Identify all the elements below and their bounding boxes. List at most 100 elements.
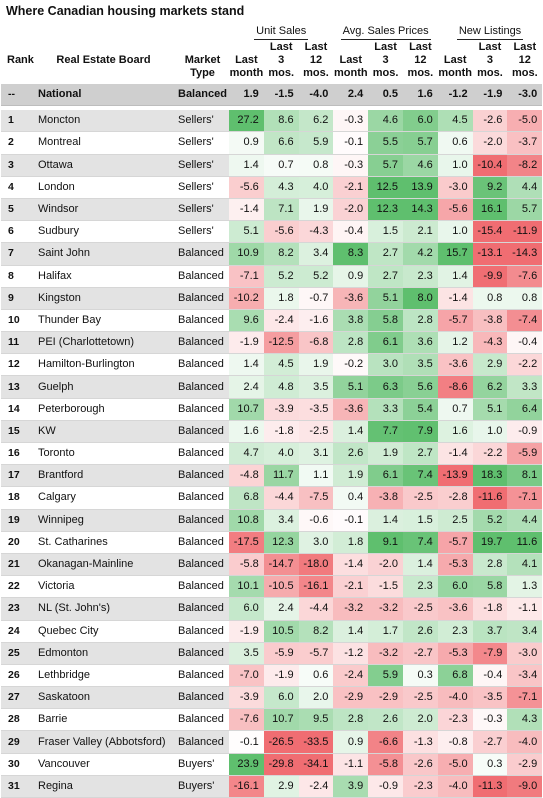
value-cell: 4.5 (263, 353, 299, 377)
value-cell: 15.7 (437, 242, 473, 266)
value-cell: 14.3 (402, 198, 438, 222)
table-row: 4 London Sellers' -5.6 4.3 4.0 -2.1 12.5 13.9 -3.… (1, 176, 543, 199)
board-name-cell: Quebec City (31, 620, 176, 643)
market-type-cell: Sellers' (176, 198, 229, 222)
value-cell: -9.0 (507, 775, 543, 798)
value-cell: -0.7 (298, 287, 334, 310)
table-row: 19 Winnipeg Balanced 10.8 3.4 -0.6 -0.1 1.4 1.5 2… (1, 509, 543, 532)
value-cell: 1.1 (298, 464, 334, 488)
value-cell: -1.5 (263, 84, 299, 107)
value-cell: -3.6 (333, 398, 369, 421)
value-cell: 1.4 (437, 265, 473, 288)
value-cell: 1.8 (263, 287, 299, 310)
market-type-cell: Balanced (176, 398, 229, 421)
value-cell: 0.6 (437, 131, 473, 155)
board-name-cell: Peterborough (31, 398, 176, 421)
page-title: Where Canadian housing markets stand (6, 4, 245, 18)
value-cell: 5.1 (368, 287, 403, 310)
value-cell: -3.0 (437, 176, 473, 199)
value-cell: 1.9 (333, 464, 369, 488)
value-cell: -17.5 (229, 531, 264, 554)
market-type-cell: Balanced (176, 642, 229, 665)
column-header-last-12-mos: Last 12 mos. (303, 41, 329, 79)
value-cell: 2.7 (402, 442, 438, 466)
column-header-last-3-mos: Last 3 mos. (477, 41, 503, 79)
value-cell: -5.7 (298, 642, 334, 665)
value-cell: -3.0 (507, 642, 543, 665)
value-cell: 10.5 (263, 620, 299, 643)
value-cell: -1.4 (437, 442, 473, 466)
value-cell: 1.9 (368, 442, 403, 466)
value-cell: -1.9 (472, 84, 508, 107)
value-cell: 4.0 (263, 442, 299, 466)
value-cell: 2.4 (263, 597, 299, 621)
value-cell: 1.9 (298, 198, 334, 222)
rank-cell: 19 (1, 509, 31, 532)
value-cell: 18.3 (472, 464, 508, 488)
value-cell: -29.8 (263, 753, 299, 776)
value-cell: -3.6 (333, 287, 369, 310)
value-cell: 3.8 (333, 309, 369, 333)
market-type-cell: Balanced (176, 375, 229, 399)
value-cell: 1.4 (402, 553, 438, 577)
value-cell: 5.7 (402, 131, 438, 155)
value-cell: -0.4 (472, 664, 508, 688)
value-cell: -3.0 (507, 84, 543, 107)
value-cell: 8.2 (263, 242, 299, 266)
value-cell: -3.5 (298, 398, 334, 421)
value-cell: 2.9 (263, 775, 299, 798)
column-header-last-12-mos: Last 12 mos. (407, 41, 434, 79)
value-cell: -7.6 (507, 265, 543, 288)
column-header-last-3-mos: Last 3 mos. (268, 41, 295, 79)
market-type-cell: Buyers' (176, 775, 229, 798)
value-cell: 2.0 (402, 708, 438, 732)
value-cell: 0.7 (437, 398, 473, 421)
value-cell: 13.9 (402, 176, 438, 199)
table-row: 28 Barrie Balanced -7.6 10.7 9.5 2.8 2.6 2.0 -2.3… (1, 708, 543, 732)
board-name-cell: Vancouver (31, 753, 176, 776)
column-header-last-12-mos: Last 12 mos. (511, 41, 538, 79)
table-row: 29 Fraser Valley (Abbotsford) Balanced -0.1… (1, 730, 543, 754)
rank-cell: 17 (1, 464, 31, 488)
rank-cell: 5 (1, 198, 31, 222)
value-cell: -0.1 (333, 509, 369, 532)
value-cell: -0.6 (298, 509, 334, 532)
value-cell: -5.9 (263, 642, 299, 665)
value-cell: 8.1 (507, 464, 543, 488)
value-cell: 1.6 (229, 420, 264, 444)
value-cell: -1.8 (472, 597, 508, 621)
column-header-last-month: Last month (438, 54, 472, 79)
value-cell: 6.0 (263, 686, 299, 710)
value-cell: -0.2 (333, 353, 369, 377)
value-cell: -1.6 (298, 309, 334, 333)
table-row: 31 Regina Buyers' -16.1 2.9 -2.4 3.9 -0.9 -2.3 -4… (1, 775, 543, 798)
value-cell: 3.4 (507, 620, 543, 643)
value-cell: 1.0 (437, 220, 473, 244)
value-cell: -3.7 (507, 131, 543, 155)
market-type-cell: Balanced (176, 265, 229, 288)
value-cell: 1.6 (437, 420, 473, 444)
value-cell: 12.3 (368, 198, 403, 222)
value-cell: -5.6 (229, 176, 264, 199)
table-row: 20 St. Catharines Balanced -17.5 12.3 3.0 1.8 9… (1, 531, 543, 554)
value-cell: 10.7 (229, 398, 264, 421)
rank-cell: 11 (1, 331, 31, 355)
value-cell: 6.4 (507, 398, 543, 421)
board-name-cell: National (31, 84, 176, 107)
value-cell: -2.6 (402, 753, 438, 776)
value-cell: -2.3 (437, 708, 473, 732)
value-cell: -14.7 (263, 553, 299, 577)
value-cell: 3.1 (298, 442, 334, 466)
value-cell: -5.6 (263, 220, 299, 244)
board-name-cell: Sudbury (31, 220, 176, 244)
board-name-cell: Saskatoon (31, 686, 176, 710)
rank-cell: 29 (1, 730, 31, 754)
column-header-market-type: Market Type (184, 54, 221, 79)
board-name-cell: NL (St. John's) (31, 597, 176, 621)
value-cell: -1.1 (333, 753, 369, 776)
board-name-cell: Regina (31, 775, 176, 798)
value-cell: -4.3 (298, 220, 334, 244)
table-row: 18 Calgary Balanced 6.8 -4.4 -7.5 0.4 -3.8 -2.5-… (1, 486, 543, 510)
value-cell: 1.7 (368, 620, 403, 643)
board-name-cell: Montreal (31, 131, 176, 155)
